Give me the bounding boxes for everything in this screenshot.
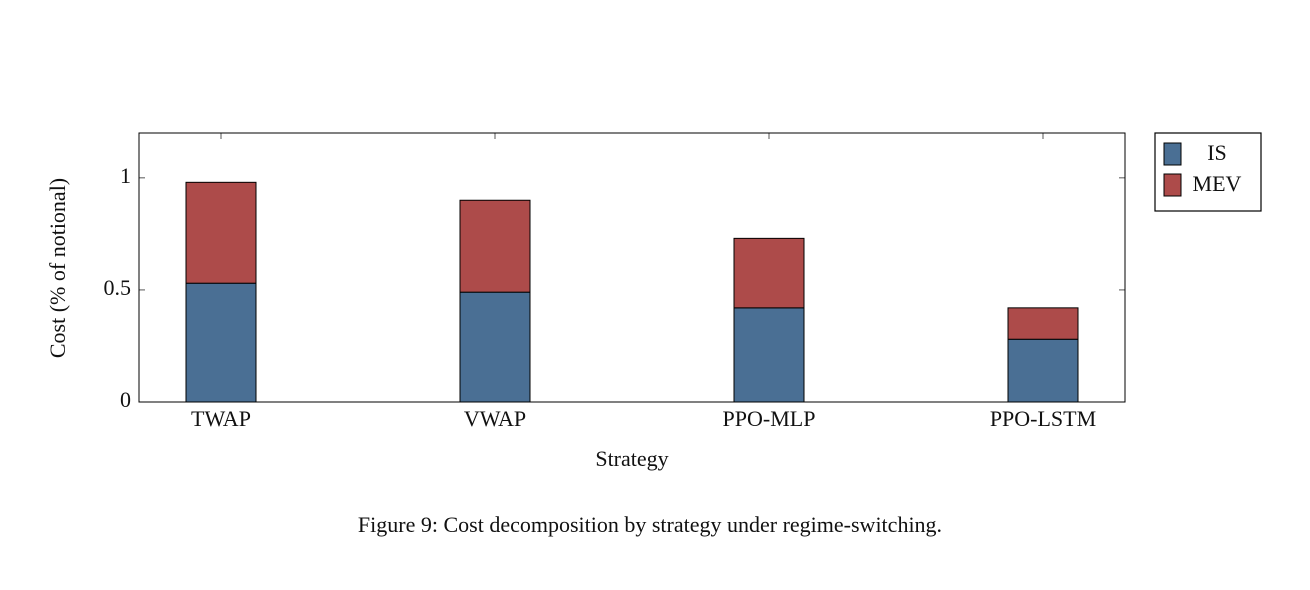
x-tick-label: TWAP	[191, 406, 251, 431]
legend-swatch	[1163, 142, 1182, 166]
y-tick-label: 0.5	[104, 275, 132, 300]
y-tick-label: 1	[120, 163, 131, 188]
bar-segment	[185, 181, 257, 284]
figure-caption: Figure 9: Cost decomposition by strategy…	[358, 512, 942, 537]
bar-segment	[1007, 307, 1079, 340]
plot-frame	[138, 132, 1126, 403]
x-axis-label: Strategy	[595, 446, 668, 471]
legend-swatch	[1163, 173, 1182, 197]
y-tick-label: 0	[120, 387, 131, 412]
legend-label: IS	[1207, 140, 1227, 165]
bar-segment	[1007, 338, 1079, 403]
bar-segment	[733, 307, 805, 403]
bar-segment	[459, 199, 531, 293]
bar-segment	[733, 237, 805, 309]
bar-segment	[459, 291, 531, 403]
y-axis-label: Cost (% of notional)	[45, 178, 70, 358]
legend-label: MEV	[1193, 171, 1242, 196]
bar-segment	[185, 282, 257, 403]
x-tick-label: PPO-LSTM	[990, 406, 1096, 431]
x-tick-label: PPO-MLP	[723, 406, 816, 431]
x-tick-label: VWAP	[464, 406, 526, 431]
legend-box	[1154, 132, 1262, 212]
